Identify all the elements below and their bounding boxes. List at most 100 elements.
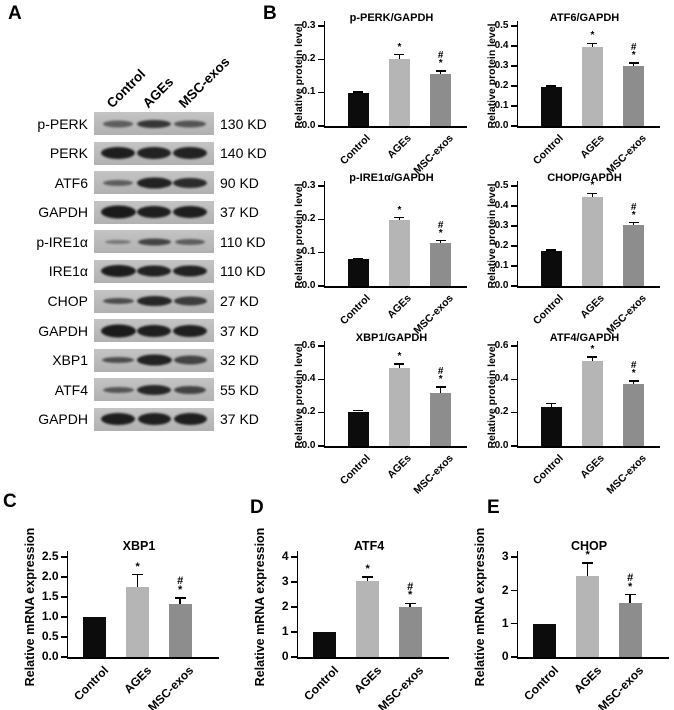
y-tick-mark	[510, 45, 517, 47]
y-tick-label: 0.0	[301, 279, 316, 291]
significance-marks: *	[591, 181, 595, 191]
y-tick-mark	[510, 589, 517, 592]
protein-band	[173, 413, 207, 426]
y-tick-label: 0.4	[494, 39, 509, 51]
asterisk-mark: *	[590, 30, 595, 42]
protein-band	[137, 265, 171, 277]
y-tick-mark	[510, 65, 517, 67]
y-tick-label: 0.1	[301, 86, 316, 98]
error-bar-cap	[587, 42, 598, 45]
error-bar-cap	[582, 562, 594, 564]
protein-band	[105, 239, 131, 244]
y-tick-mark	[510, 105, 517, 107]
bar-ages	[126, 586, 150, 657]
x-axis	[516, 126, 660, 128]
error-bar-cap	[362, 576, 374, 578]
error-bar-cap	[353, 409, 364, 412]
x-category-label: AGEs	[578, 452, 608, 481]
error-bar-cap	[353, 257, 364, 260]
error-bar	[398, 364, 401, 368]
bar-msc-exos	[618, 602, 642, 657]
y-tick-label: 0.2	[494, 239, 509, 251]
y-tick-label: 0.1	[301, 246, 316, 258]
y-axis-label: Relative protein level	[485, 343, 498, 449]
blot-band-image	[94, 348, 214, 372]
y-axis	[296, 551, 298, 657]
asterisk-mark: *	[397, 41, 402, 53]
significance-marks: *	[585, 550, 589, 561]
blot-protein-label: GAPDH	[38, 322, 88, 339]
y-tick-label: 0.5	[494, 19, 509, 31]
error-bar-cap	[628, 380, 639, 382]
chart-p-perk-gapdh: p-PERK/GAPDH Relative protein level 0.0 0.1…	[275, 0, 468, 177]
y-tick-label: 0.1	[494, 259, 509, 271]
x-axis	[296, 657, 449, 659]
blot-row: p-PERK 130 KD	[0, 112, 267, 135]
y-tick-mark	[290, 556, 297, 558]
error-bar	[439, 240, 442, 243]
blot-band-image	[94, 407, 214, 431]
hash-mark: #	[177, 575, 184, 588]
protein-band	[173, 206, 207, 219]
y-axis	[516, 551, 518, 657]
asterisk-mark: *	[631, 368, 636, 379]
protein-band	[174, 385, 206, 394]
bar-ages	[581, 197, 603, 286]
y-tick-mark	[510, 378, 517, 381]
y-tick-mark	[317, 185, 324, 187]
western-blot-rows: p-PERK 130 KD PERK 140 KD ATF6 90 KD GAPDH 37 K…	[0, 112, 267, 438]
y-tick-label: 1	[281, 624, 289, 639]
significance-marks: # *	[438, 51, 444, 69]
bar-msc-exos	[623, 225, 645, 286]
blot-band-image	[94, 378, 214, 402]
y-tick-mark	[510, 205, 517, 207]
molecular-weight-label: 110 KD	[220, 263, 266, 280]
y-tick-label: 3	[281, 574, 289, 589]
x-category-label: AGEs	[578, 132, 608, 161]
protein-band	[137, 147, 171, 160]
protein-band	[101, 413, 135, 426]
x-category-label: Control	[521, 663, 562, 704]
y-tick-label: 0.2	[301, 212, 316, 224]
y-tick-label: 2.0	[41, 569, 59, 584]
panel-label-a: A	[8, 3, 22, 24]
y-tick-label: 0.6	[494, 339, 509, 351]
significance-marks: # *	[631, 202, 637, 220]
bar-ages	[576, 576, 600, 657]
blot-row: IRE1α 110 KD	[0, 259, 266, 283]
protein-band	[175, 238, 205, 245]
error-bar-cap	[394, 53, 405, 56]
blot-row: CHOP 27 KD	[0, 289, 260, 313]
significance-marks: # *	[407, 581, 413, 601]
x-category-label: AGEs	[578, 292, 608, 321]
y-axis	[516, 21, 518, 126]
asterisk-mark: *	[178, 584, 183, 597]
chart-title: ATF4/GAPDH	[549, 332, 620, 344]
y-tick-label: 0.5	[494, 179, 509, 191]
molecular-weight-label: 37 KD	[220, 204, 259, 221]
chart-title: CHOP/GAPDH	[547, 172, 622, 184]
molecular-weight-label: 110 KD	[220, 233, 266, 250]
x-category-label: AGEs	[385, 452, 415, 481]
error-bar	[136, 574, 139, 587]
bar-msc-exos	[623, 65, 645, 126]
x-category-label: Control	[531, 452, 567, 488]
y-tick-label: 0.2	[494, 406, 509, 418]
chart-title: ATF6/GAPDH	[549, 12, 620, 24]
y-tick-mark	[510, 265, 517, 267]
error-bar-cap	[628, 221, 639, 224]
error-bar-cap	[546, 249, 557, 251]
blot-protein-label: IRE1α	[48, 263, 88, 280]
x-category-label: AGEs	[570, 663, 604, 697]
blot-protein-label: CHOP	[47, 293, 88, 310]
blot-lane-header: Control	[103, 65, 149, 111]
bar-chart: p-IRE1α/GAPDH Relative protein level 0.0 0.…	[275, 160, 468, 337]
blot-band-image	[94, 230, 214, 254]
blot-row: GAPDH 37 KD	[0, 407, 260, 431]
bar-control	[347, 259, 369, 286]
blot-protein-label: XBP1	[52, 352, 88, 369]
y-axis	[323, 181, 325, 286]
panel-western-blot: A Control AGEs MSC-exos p-PERK 130 KD PERK 14…	[0, 0, 267, 487]
blot-row: p-IRE1α 110 KD	[0, 230, 266, 254]
